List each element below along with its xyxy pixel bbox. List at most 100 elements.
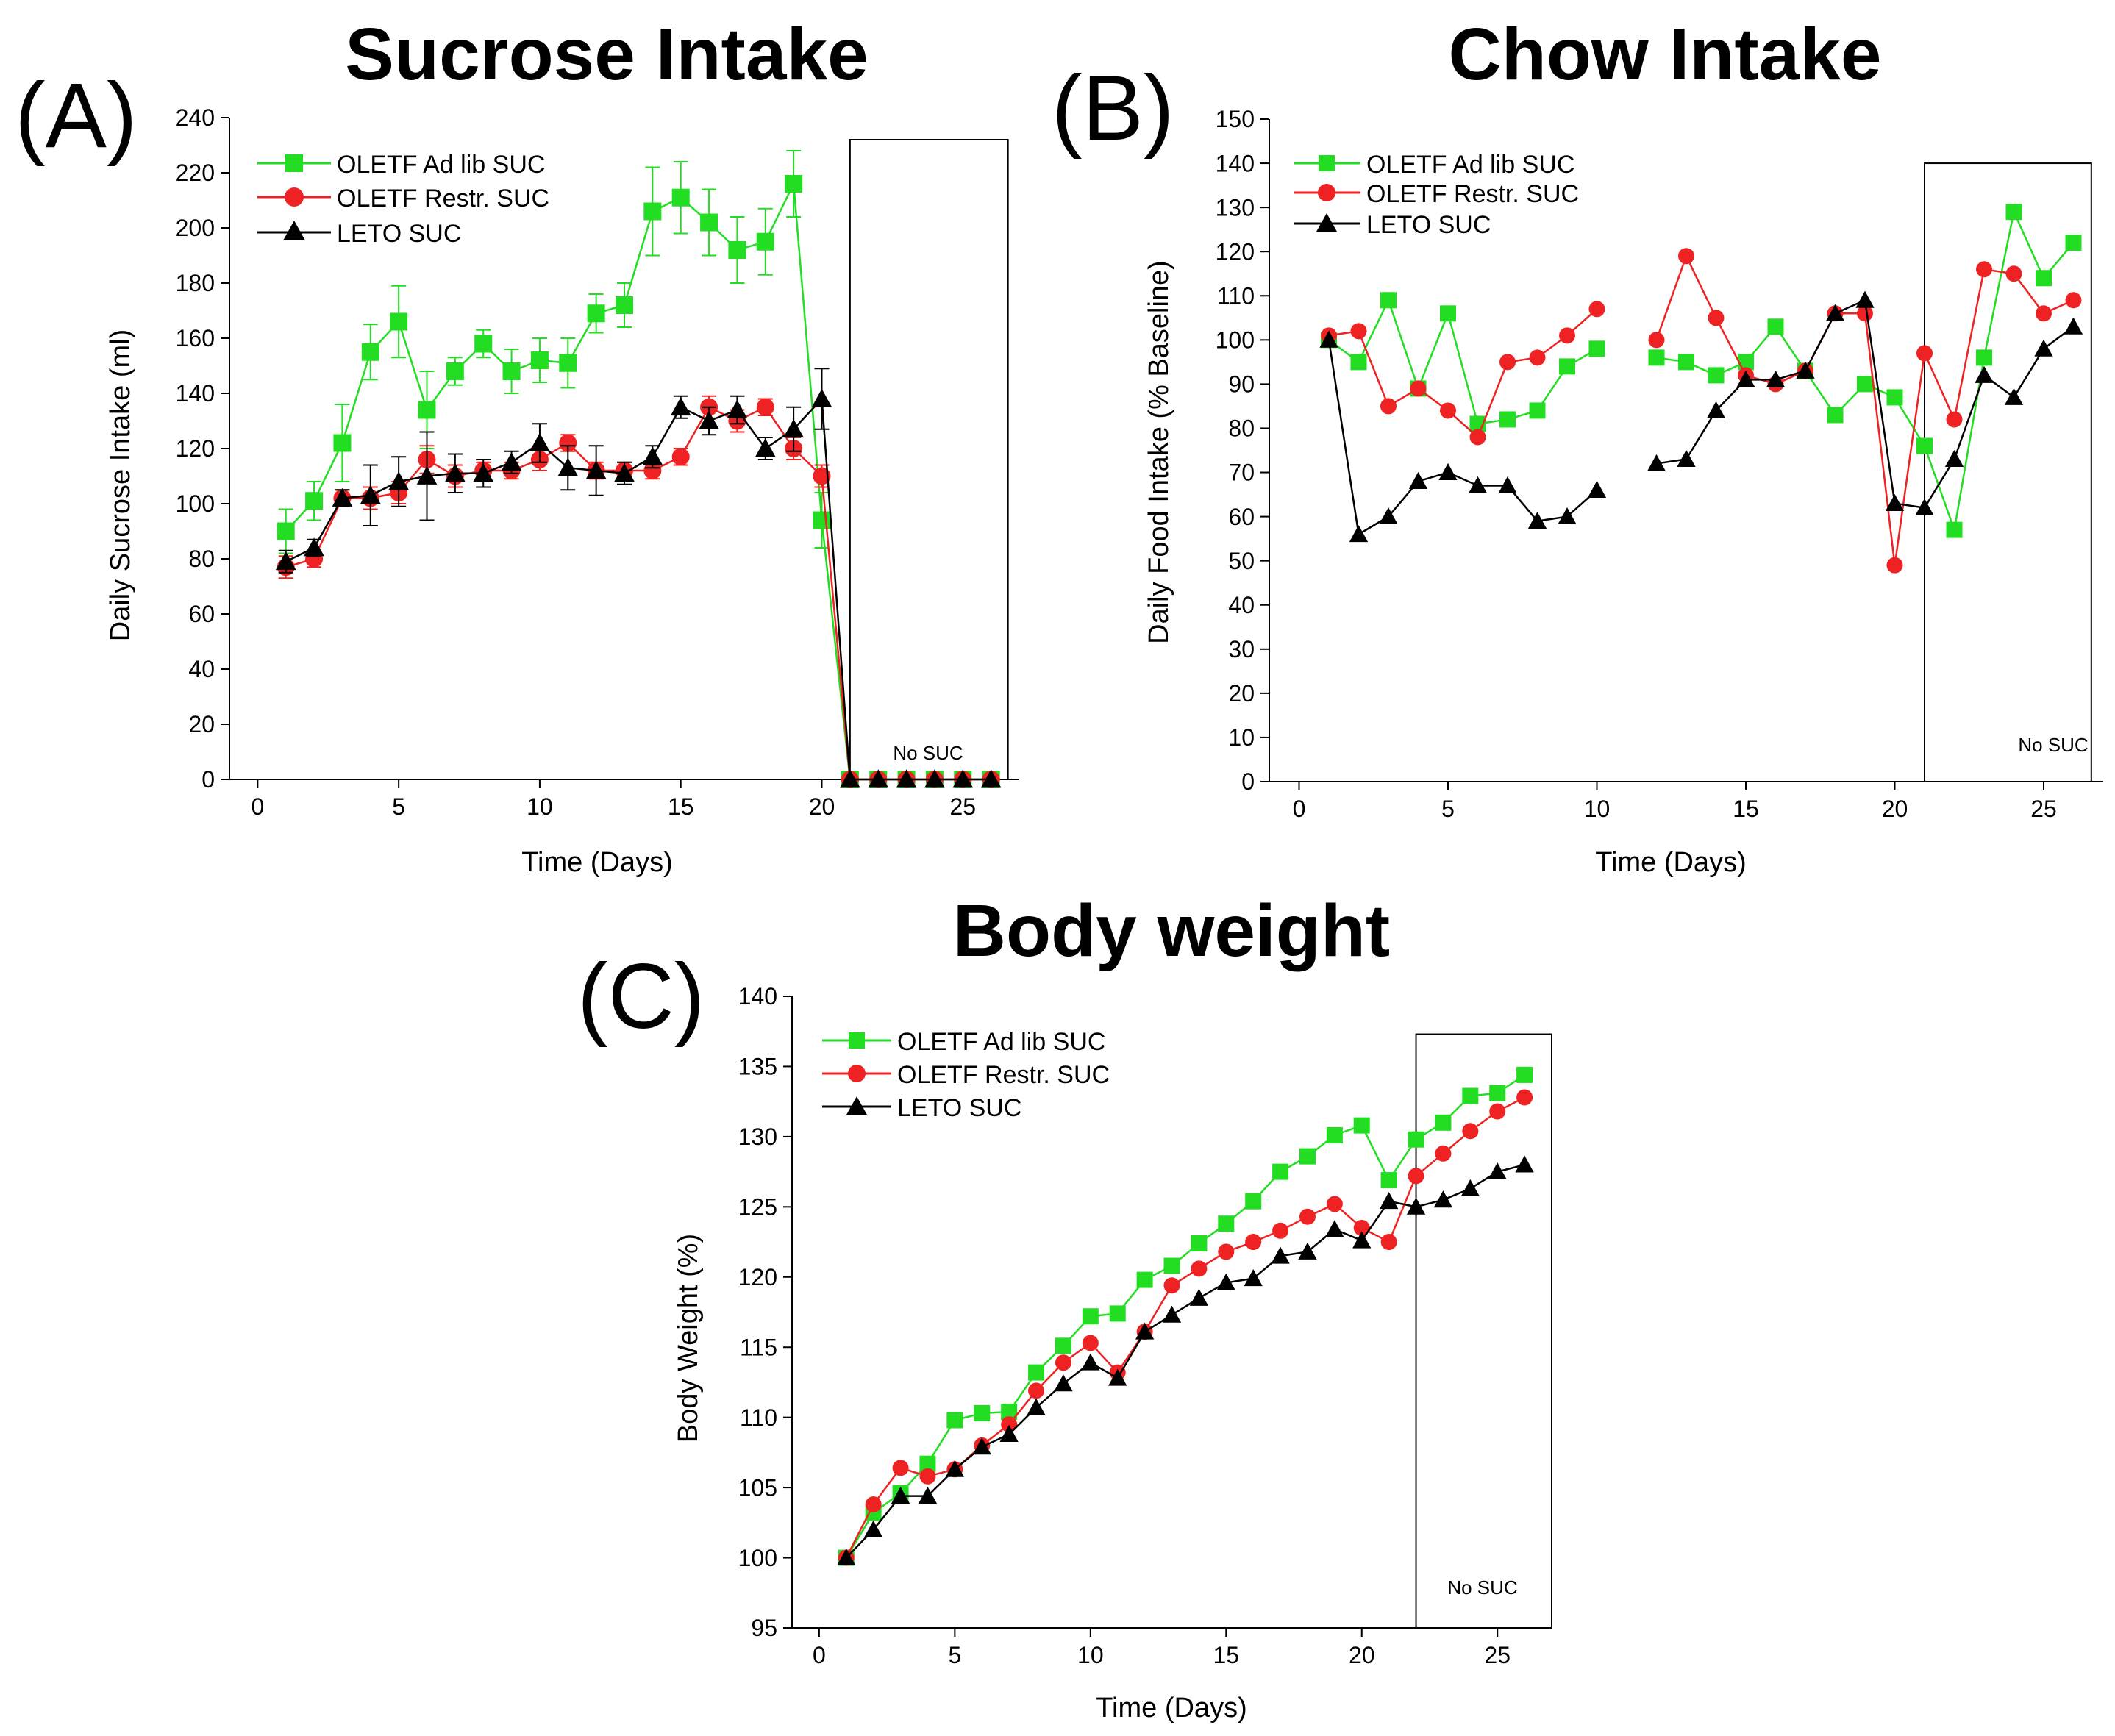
data-point <box>1976 349 1992 366</box>
y-tick-label: 80 <box>1228 415 1255 442</box>
panel-a-letter: (A) <box>15 65 138 167</box>
data-point <box>868 769 889 788</box>
data-point <box>1408 1131 1424 1148</box>
x-tick-label: 15 <box>668 793 694 820</box>
data-point <box>1272 1163 1289 1180</box>
data-point <box>643 202 662 221</box>
data-point <box>1325 1220 1344 1237</box>
data-point <box>277 522 295 540</box>
data-point <box>275 551 296 571</box>
data-point <box>700 213 718 232</box>
data-point <box>946 1412 963 1429</box>
y-tick-label: 130 <box>1216 194 1255 221</box>
data-point <box>2005 265 2022 282</box>
data-point <box>418 401 436 419</box>
data-point <box>896 769 917 788</box>
panel-b-chow-intake: (B) Chow Intake Time (Days) Daily Food I… <box>1052 13 2103 878</box>
x-tick-label: 25 <box>949 793 976 820</box>
x-tick-label: 25 <box>2030 796 2057 822</box>
data-point <box>1350 354 1367 371</box>
panel-a-y-axis-label: Daily Sucrose Intake (ml) <box>105 329 136 641</box>
data-point <box>974 1404 991 1421</box>
panel-a-sucrose-intake: (A) Sucrose Intake Time (Days) Daily Suc… <box>15 13 1019 878</box>
y-tick-label: 115 <box>740 1334 777 1360</box>
legend-circle-marker <box>848 1065 866 1082</box>
data-point <box>1885 493 1905 512</box>
data-point <box>1648 332 1665 349</box>
data-point <box>643 462 662 479</box>
data-point <box>1588 301 1605 318</box>
data-point <box>1857 376 1873 393</box>
data-point <box>1855 290 1875 308</box>
data-point <box>1055 1337 1071 1354</box>
legend-label-oletf-restr-suc: OLETF Restr. SUC <box>897 1061 1110 1089</box>
data-point <box>1435 1114 1452 1131</box>
data-point <box>919 1455 936 1472</box>
data-point <box>924 769 945 788</box>
series-line <box>285 406 991 781</box>
panel-b-legend: OLETF Ad lib SUC OLETF Restr. SUC LETO S… <box>1294 151 1579 239</box>
x-tick-label: 5 <box>1441 796 1455 822</box>
data-point <box>1708 367 1725 384</box>
series-oletf-restr-suc <box>277 395 1000 788</box>
data-point <box>585 460 607 479</box>
data-point <box>1825 304 1845 321</box>
y-tick-label: 30 <box>1228 636 1255 662</box>
data-point <box>1462 1123 1479 1140</box>
data-point <box>1766 370 1786 387</box>
data-point <box>2005 204 2022 221</box>
data-point <box>473 462 494 482</box>
data-point <box>333 434 352 452</box>
data-point <box>1245 1193 1262 1210</box>
data-point <box>1218 1243 1235 1260</box>
data-point <box>727 399 748 418</box>
data-point <box>416 465 438 485</box>
data-point <box>945 1460 965 1477</box>
data-point <box>1408 1168 1424 1185</box>
legend-label-oletf-ad-lib-suc: OLETF Ad lib SUC <box>337 151 545 179</box>
y-tick-label: 110 <box>1217 282 1255 309</box>
data-point <box>756 398 774 416</box>
data-point <box>999 1424 1019 1443</box>
data-point <box>1245 1234 1262 1251</box>
data-point <box>1109 1305 1126 1322</box>
data-point <box>1162 1305 1182 1323</box>
y-tick-label: 95 <box>751 1615 777 1641</box>
data-point <box>1460 1179 1480 1196</box>
data-point <box>1218 1215 1235 1232</box>
data-point <box>1001 1416 1018 1433</box>
data-point <box>305 492 324 510</box>
legend-square-marker <box>285 154 303 172</box>
no-suc-box <box>849 139 1009 780</box>
data-point <box>1529 349 1546 366</box>
data-point <box>1326 1126 1343 1143</box>
data-point <box>813 467 831 485</box>
y-tick-label: 100 <box>176 490 215 517</box>
data-point <box>529 432 550 451</box>
x-tick-label: 15 <box>1213 1642 1239 1668</box>
data-point <box>1648 349 1665 366</box>
y-tick-label: 120 <box>176 435 215 462</box>
data-point <box>2065 292 2082 309</box>
data-point <box>1515 1155 1534 1173</box>
y-tick-label: 100 <box>738 1545 777 1571</box>
y-tick-label: 40 <box>1228 592 1255 618</box>
legend-label-oletf-ad-lib-suc: OLETF Ad lib SUC <box>1366 151 1574 179</box>
panel-a-x-axis-label: Time (Days) <box>521 847 672 878</box>
data-point <box>1558 507 1577 525</box>
data-point <box>1028 1382 1045 1399</box>
data-point <box>1191 1260 1208 1277</box>
data-point <box>1352 1231 1372 1249</box>
data-point <box>614 462 635 482</box>
y-tick-label: 160 <box>176 325 215 351</box>
panel-c-letter: (C) <box>577 946 705 1048</box>
data-point <box>1350 323 1367 340</box>
data-point <box>699 410 719 429</box>
data-point <box>1028 1364 1045 1381</box>
data-point <box>1299 1148 1316 1165</box>
legend-square-marker <box>849 1032 865 1049</box>
data-point <box>1027 1398 1046 1415</box>
data-point <box>390 312 408 331</box>
data-point <box>1708 310 1725 326</box>
legend-triangle-marker <box>1316 213 1337 232</box>
